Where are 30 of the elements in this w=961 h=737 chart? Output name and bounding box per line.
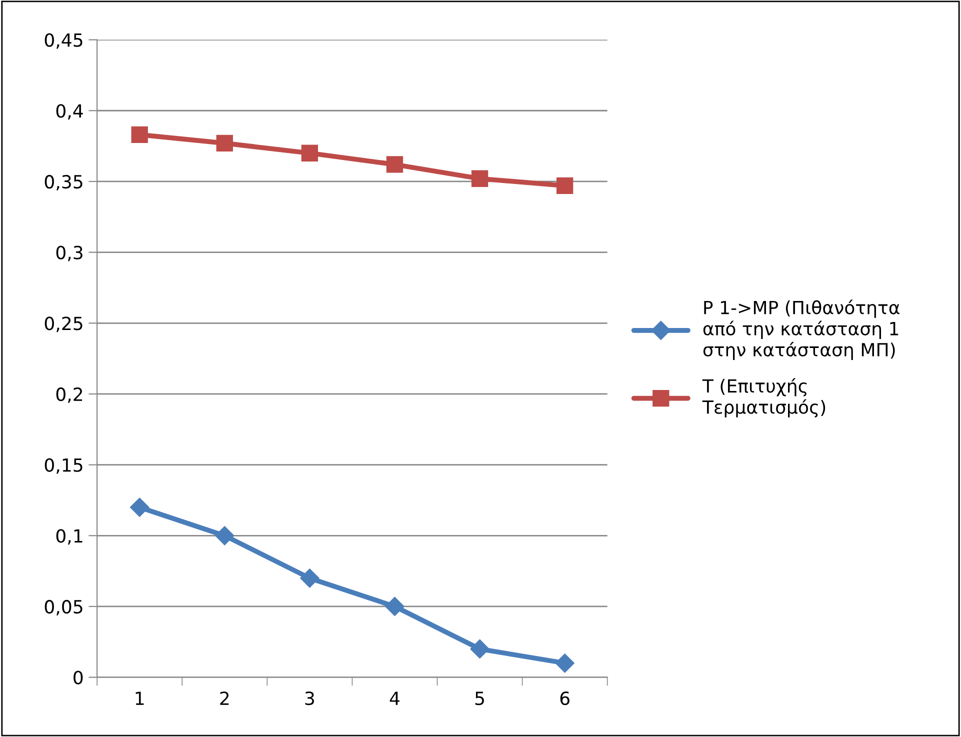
y-tick-label: 0,25 [44,316,82,332]
x-tick-label: 1 [136,692,144,705]
x-tick-label: 6 [560,692,570,706]
x-tick-label: 4 [390,692,400,705]
point [470,639,490,659]
y-tick-label: 0,15 [44,458,82,474]
x-tick-label: 2 [220,692,229,705]
legend-label: P 1->MP (Πιθανότητα από την κατάσταση 1 στην κατάσταση ΜΠ) [703,300,900,360]
point [300,568,320,588]
y-tick-label: 0,45 [44,33,82,49]
x-tick-label: 3 [305,692,314,706]
point [556,177,574,194]
y-tick-label: 0,3 [56,246,82,262]
x-tick-label: 5 [475,692,484,706]
y-tick-label: 0,1 [56,529,82,545]
point [216,134,233,152]
point [386,156,404,173]
point [301,144,318,162]
y-tick-label: 0,35 [44,174,82,190]
y-tick-label: 0,2 [56,387,82,403]
legend-label: T (Επιτυχής Τερματισμός) [702,378,826,418]
y-tick-label: 0,4 [56,104,83,120]
point [385,596,404,616]
point [215,526,234,546]
point [130,498,150,517]
y-tick-label: 0 [74,670,83,684]
point [555,654,574,673]
y-tick-label: 0,05 [44,600,82,616]
point [131,126,148,144]
point [471,170,488,187]
